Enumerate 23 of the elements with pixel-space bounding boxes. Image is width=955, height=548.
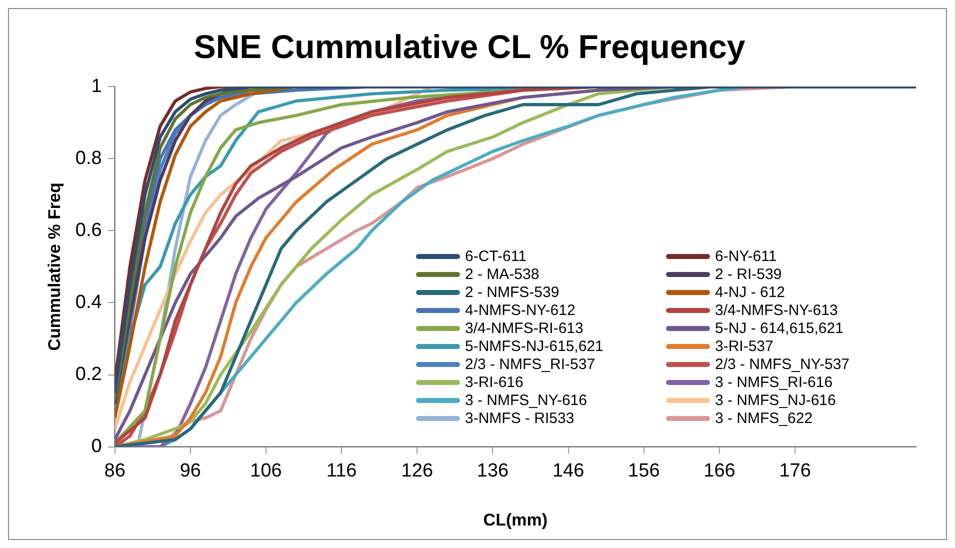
legend-label: 3 - NMFS_622: [715, 410, 813, 427]
y-tick-label: 0.8: [75, 148, 102, 169]
x-tick-label: 176: [779, 460, 811, 482]
x-tick-label: 106: [250, 460, 282, 482]
x-tick-label: 136: [476, 460, 509, 482]
y-tick-label: 0: [91, 436, 102, 458]
x-tick-label: 126: [401, 460, 433, 482]
y-tick-label: 0.4: [75, 292, 102, 313]
y-tick-label: 0.2: [75, 364, 102, 385]
y-axis-title: Cummulative % Freq: [44, 182, 64, 351]
x-tick-label: 146: [552, 460, 584, 482]
legend-label: 3 - NMFS_NY-616: [465, 392, 587, 409]
x-tick-label: 96: [180, 460, 201, 482]
x-tick-label: 156: [628, 460, 660, 482]
legend-label: 3 - NMFS_NJ-616: [715, 392, 836, 409]
x-axis-title: CL(mm): [483, 510, 548, 530]
legend-label: 3-NMFS - RI533: [465, 410, 574, 427]
x-tick-label: 86: [104, 460, 126, 482]
y-tick-label: 1: [91, 76, 102, 97]
y-tick-label: 0.6: [75, 220, 102, 241]
x-tick-label: 166: [704, 460, 736, 482]
x-tick-label: 116: [326, 460, 357, 482]
chart-title: SNE Cummulative CL % Frequency: [194, 28, 746, 65]
